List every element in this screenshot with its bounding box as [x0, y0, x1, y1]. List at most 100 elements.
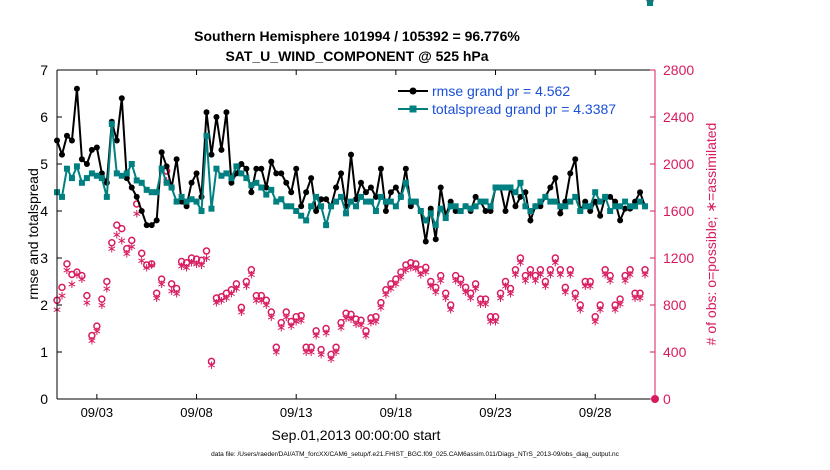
spread-point: [78, 179, 85, 186]
spread-point: [482, 198, 489, 205]
plot-area: [57, 70, 655, 399]
possible-obs-point: [277, 318, 285, 327]
spread-point: [592, 189, 599, 196]
spread-point: [203, 132, 210, 139]
assimilated-obs-point: ∗: [481, 297, 491, 311]
possible-obs-point: [616, 295, 624, 303]
spread-point: [377, 193, 384, 200]
possible-obs-point: [626, 266, 634, 274]
assimilated-obs-point: ∗: [321, 326, 331, 340]
possible-obs-point: [441, 289, 450, 297]
rmse-point: [432, 236, 439, 243]
rmse-point: [597, 212, 604, 219]
assimilated-obs-point: ∗: [82, 296, 92, 310]
spread-point: [467, 205, 474, 212]
possible-obs-point: [596, 301, 604, 309]
assimilated-obs-point: ∗: [411, 262, 421, 276]
rmse-point: [208, 151, 215, 158]
possible-obs-point: [108, 238, 116, 247]
assimilated-obs-point: ∗: [476, 297, 486, 311]
y-axis-label-right: # of obs: o=possible; ∗=assimilated: [703, 123, 719, 346]
possible-obs-point: [342, 309, 350, 317]
y-right-tick-label: 400: [663, 344, 687, 360]
assimilated-obs-point: ∗: [92, 324, 102, 338]
assimilated-obs-point: ∗: [495, 291, 505, 305]
rmse-point: [402, 165, 409, 172]
spread-point: [612, 203, 619, 210]
assimilated-obs-point: ∗: [456, 277, 466, 291]
possible-obs-point: [641, 266, 649, 274]
spread-point: [263, 191, 270, 198]
spread-point: [647, 0, 654, 6]
series-layer: ∗∗∗∗∗∗∗∗∗∗∗∗∗∗∗∗∗∗∗∗∗∗∗∗∗∗∗∗∗∗∗∗∗∗∗∗∗∗∗∗…: [52, 0, 659, 403]
possible-obs-point: [332, 343, 340, 352]
rmse-point: [298, 203, 305, 210]
spread-point: [517, 179, 524, 186]
assimilated-obs-point: ∗: [172, 286, 182, 300]
assimilated-obs-point: ∗: [326, 352, 336, 366]
spread-point: [392, 203, 399, 210]
y-left-tick-label: 6: [40, 109, 48, 125]
spread-point: [238, 170, 245, 177]
spread-point: [602, 193, 609, 200]
assimilated-obs-point: ∗: [520, 273, 530, 287]
possible-obs-point: [237, 303, 246, 312]
spread-point: [487, 203, 494, 210]
rmse-point: [348, 151, 355, 158]
spread-point: [318, 203, 325, 210]
assimilated-obs-point: ∗: [371, 314, 381, 328]
spread-point: [452, 203, 459, 210]
spread-point: [402, 179, 409, 186]
assimilated-obs-point: ∗: [615, 297, 625, 311]
spread-point: [118, 172, 125, 179]
spread-point: [343, 210, 350, 217]
rmse-point: [372, 193, 379, 200]
spread-point: [303, 217, 310, 224]
rmse-point: [392, 184, 399, 191]
possible-obs-point: [327, 350, 335, 359]
rmse-point: [382, 208, 389, 214]
rmse-point: [223, 109, 230, 116]
assimilated-obs-point: ∗: [441, 291, 451, 305]
assimilated-obs-point: ∗: [366, 316, 376, 330]
possible-obs-point: [272, 343, 281, 352]
spread-point: [632, 203, 639, 210]
possible-obs-point: [217, 293, 226, 301]
possible-obs-point: [212, 294, 221, 302]
possible-obs-point: [78, 271, 86, 280]
assimilated-obs-point: ∗: [560, 285, 570, 299]
spread-point: [103, 193, 110, 200]
spread-point: [417, 208, 424, 214]
rmse-point: [253, 165, 260, 172]
legend-marker-rmse: [409, 87, 417, 95]
assimilated-obs-point: ∗: [261, 298, 271, 312]
rmse-point: [78, 156, 85, 163]
assimilated-obs-point: ∗: [565, 267, 575, 281]
spread-point: [552, 198, 559, 205]
rmse-point: [547, 184, 554, 191]
rmse-point: [537, 203, 544, 210]
y-left-tick-label: 2: [40, 297, 48, 313]
spread-point: [587, 203, 594, 210]
spread-point: [442, 215, 449, 222]
rmse-point: [427, 205, 434, 212]
legend-label-rmse: rmse grand pr = 4.562: [432, 83, 570, 99]
rmse-point: [502, 208, 509, 214]
assimilated-obs-point: ∗: [500, 279, 510, 293]
possible-obs-point: [427, 277, 435, 286]
spread-point: [412, 198, 419, 205]
possible-obs-point: [456, 275, 465, 283]
spread-point: [502, 184, 509, 191]
rmse-point: [88, 146, 95, 153]
y-right-tick-label: 1600: [663, 203, 694, 219]
rmse-point: [522, 189, 529, 196]
rmse-point: [367, 184, 374, 191]
possible-obs-point: [571, 289, 580, 297]
assimilated-obs-point: ∗: [296, 313, 306, 327]
assimilated-obs-point: ∗: [346, 312, 356, 326]
possible-obs-point: [167, 280, 176, 288]
assimilated-obs-point: ∗: [471, 282, 481, 296]
rmse-point: [567, 170, 574, 177]
assimilated-obs-point: ∗: [625, 267, 635, 281]
